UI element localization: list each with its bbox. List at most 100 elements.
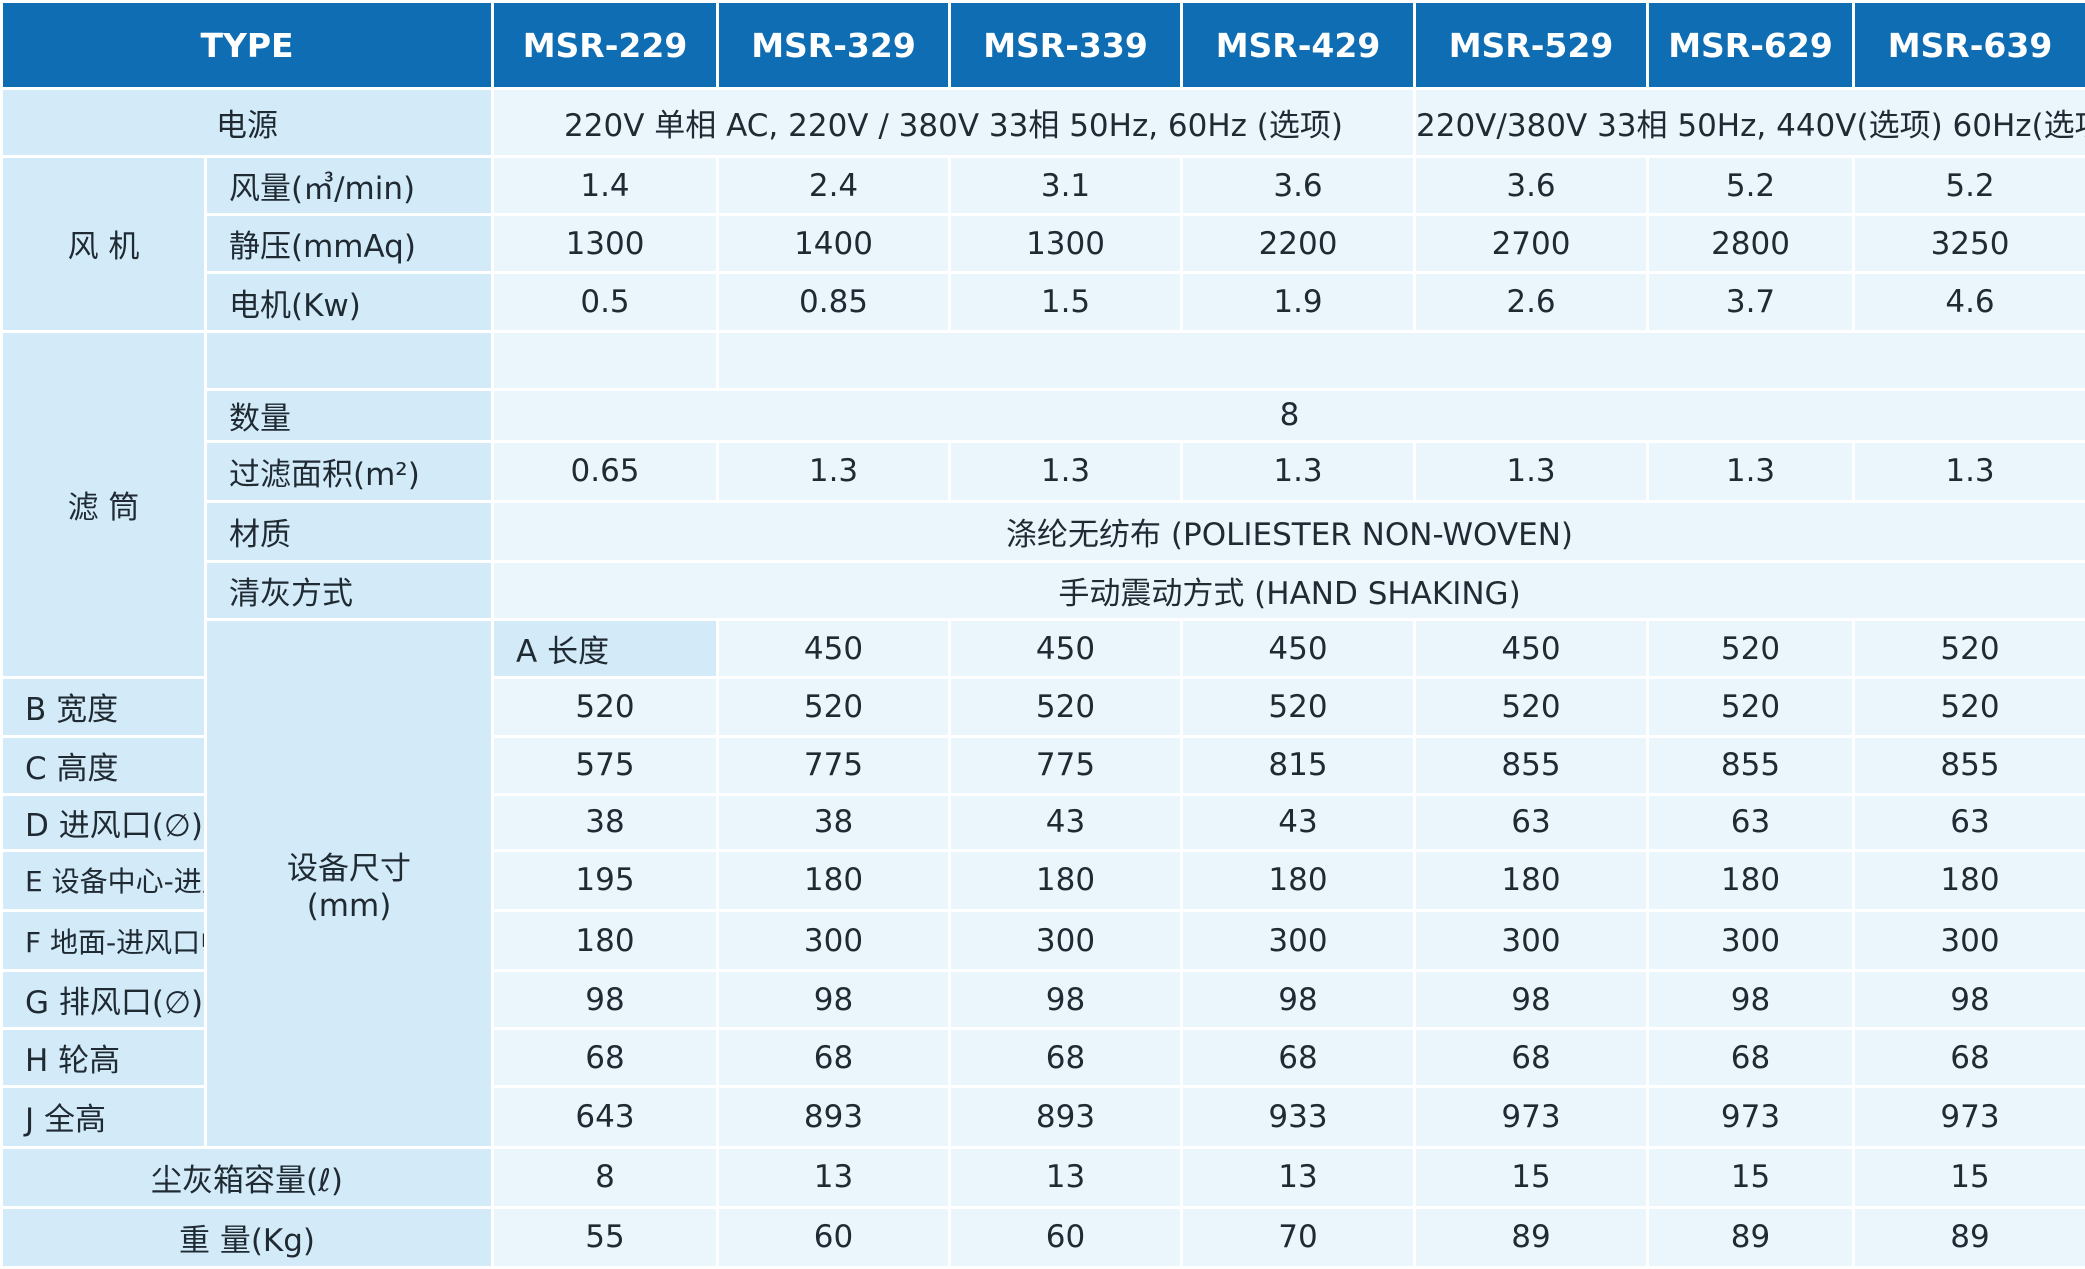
table-cell: 8 [491, 1145, 720, 1209]
filter-area-label: 过滤面积(m²) [203, 439, 495, 504]
table-cell: 68 [1646, 1027, 1856, 1089]
table-cell: 13 [948, 1145, 1184, 1209]
fan-pressure-row: 静压(mmAq) 1300 1400 1300 2200 2700 2800 3… [2, 213, 2085, 275]
table-cell: 450 [716, 618, 952, 680]
table-cell: 775 [716, 734, 952, 796]
table-cell: 180 [1180, 848, 1417, 912]
table-cell: 1.3 [1180, 439, 1417, 504]
fan-airflow-label: 风量(㎥/min) [203, 155, 495, 217]
table-cell: 60 [716, 1205, 952, 1269]
table-cell: 1300 [491, 213, 720, 275]
table-cell: 43 [948, 792, 1184, 852]
table-cell: 300 [1646, 908, 1856, 973]
table-cell: 68 [1852, 1027, 2085, 1089]
dimensions-label-line1: 设备尺寸 [287, 850, 411, 887]
table-cell: 520 [1413, 676, 1650, 738]
table-cell: 2.6 [1413, 271, 1650, 333]
table-cell: 1.3 [1852, 439, 2085, 504]
table-cell: 70 [1180, 1205, 1417, 1269]
weight-label: 重 量(Kg) [0, 1205, 495, 1269]
model-header: MSR-329 [716, 0, 952, 90]
table-cell: 68 [491, 1027, 720, 1089]
table-cell: 1.3 [948, 439, 1184, 504]
table-cell: 775 [948, 734, 1184, 796]
table-cell: 2800 [1646, 213, 1856, 275]
table-cell: 0.5 [491, 271, 720, 333]
dimensions-label-line2: (mm) [306, 887, 392, 924]
table-cell: 38 [716, 792, 952, 852]
table-cell: 3.7 [1646, 271, 1856, 333]
table-cell: 1400 [716, 213, 952, 275]
table-cell: 450 [1180, 618, 1417, 680]
power-row: 电源 220V 单相 AC, 220V / 380V 33相 50Hz, 60H… [0, 86, 2085, 159]
table-cell: 1.5 [948, 271, 1184, 333]
table-cell: 1.3 [716, 439, 952, 504]
table-cell: 520 [1852, 676, 2085, 738]
dim-row: G 排风口(∅) 98 98 98 98 98 98 98 [0, 969, 2085, 1031]
table-cell: 300 [1180, 908, 1417, 973]
table-cell: 180 [491, 908, 720, 973]
dim-row: B 宽度 520 520 520 520 520 520 520 [0, 676, 2085, 738]
table-cell: 5.2 [1646, 155, 1856, 217]
dim-row: C 高度 575 775 775 815 855 855 855 [0, 734, 2085, 796]
table-cell: 63 [1413, 792, 1650, 852]
table-cell [491, 329, 720, 391]
dim-label: G 排风口(∅) [0, 969, 207, 1031]
weight-row: 重 量(Kg) 55 60 60 70 89 89 89 [0, 1205, 2085, 1269]
dim-row: F 地面-进风口中心 180 300 300 300 300 300 300 [0, 908, 2085, 973]
table-cell: 180 [1646, 848, 1856, 912]
table-cell: 893 [948, 1085, 1184, 1149]
filter-area-row: 过滤面积(m²) 0.65 1.3 1.3 1.3 1.3 1.3 1.3 [2, 439, 2085, 504]
table-cell: 520 [1646, 676, 1856, 738]
table-cell: 643 [491, 1085, 720, 1149]
fan-airflow-row: 风 机 风量(㎥/min) 1.4 2.4 3.1 3.6 3.6 5.2 5.… [0, 155, 2085, 333]
fan-pressure-label: 静压(mmAq) [203, 213, 495, 275]
dim-label: H 轮高 [0, 1027, 207, 1089]
dim-row: 设备尺寸 (mm) A 长度 450 450 450 450 520 520 5… [2, 618, 2085, 1149]
table-cell: 180 [1852, 848, 2085, 912]
table-cell: 180 [1413, 848, 1650, 912]
filter-quantity-row: 数量 8 [2, 387, 2085, 443]
table-cell: 1.9 [1180, 271, 1417, 333]
table-cell: 98 [1413, 969, 1650, 1031]
table-cell: 855 [1646, 734, 1856, 796]
table-cell: 55 [491, 1205, 720, 1269]
table-cell: 2700 [1413, 213, 1650, 275]
model-header: MSR-629 [1646, 0, 1856, 90]
table-cell: 973 [1646, 1085, 1856, 1149]
fan-label: 风 机 [0, 155, 207, 333]
dust-box-row: 尘灰箱容量(ℓ) 8 13 13 13 15 15 15 [0, 1145, 2085, 1209]
model-header: MSR-339 [948, 0, 1184, 90]
table-cell: 68 [948, 1027, 1184, 1089]
table-cell: 300 [716, 908, 952, 973]
header-row: TYPE MSR-229 MSR-329 MSR-339 MSR-429 MSR… [0, 0, 2085, 90]
table-cell: 15 [1413, 1145, 1650, 1209]
filter-quantity-value: 8 [491, 387, 2085, 443]
dim-row: J 全高 643 893 893 933 973 973 973 [0, 1085, 2085, 1149]
dim-label: C 高度 [0, 734, 207, 796]
filter-cleaning-value: 手动震动方式 (HAND SHAKING) [491, 560, 2085, 622]
table-cell: 973 [1852, 1085, 2085, 1149]
dim-label: D 进风口(∅) [0, 792, 207, 852]
filter-material-row: 材质 涤纶无纺布 (POLIESTER NON-WOVEN) [2, 499, 2085, 564]
dim-row: D 进风口(∅) 38 38 43 43 63 63 63 [0, 792, 2085, 852]
dim-label: F 地面-进风口中心 [0, 908, 207, 973]
table-cell: 15 [1852, 1145, 2085, 1209]
table-cell: 60 [948, 1205, 1184, 1269]
table-cell: 68 [1413, 1027, 1650, 1089]
table-cell: 2.4 [716, 155, 952, 217]
table-cell: 98 [716, 969, 952, 1031]
dim-label: J 全高 [0, 1085, 207, 1149]
dim-row: E 设备中心-进风口中心 195 180 180 180 180 180 180 [0, 848, 2085, 912]
table-cell: 855 [1852, 734, 2085, 796]
table-cell: 300 [948, 908, 1184, 973]
table-cell: 89 [1646, 1205, 1856, 1269]
dim-row: H 轮高 68 68 68 68 68 68 68 [0, 1027, 2085, 1089]
model-header: MSR-529 [1413, 0, 1650, 90]
table-cell: 98 [1646, 969, 1856, 1031]
filter-cleaning-label: 清灰方式 [203, 560, 495, 622]
model-header: MSR-429 [1180, 0, 1417, 90]
table-cell: 89 [1852, 1205, 2085, 1269]
table-cell: 13 [716, 1145, 952, 1209]
